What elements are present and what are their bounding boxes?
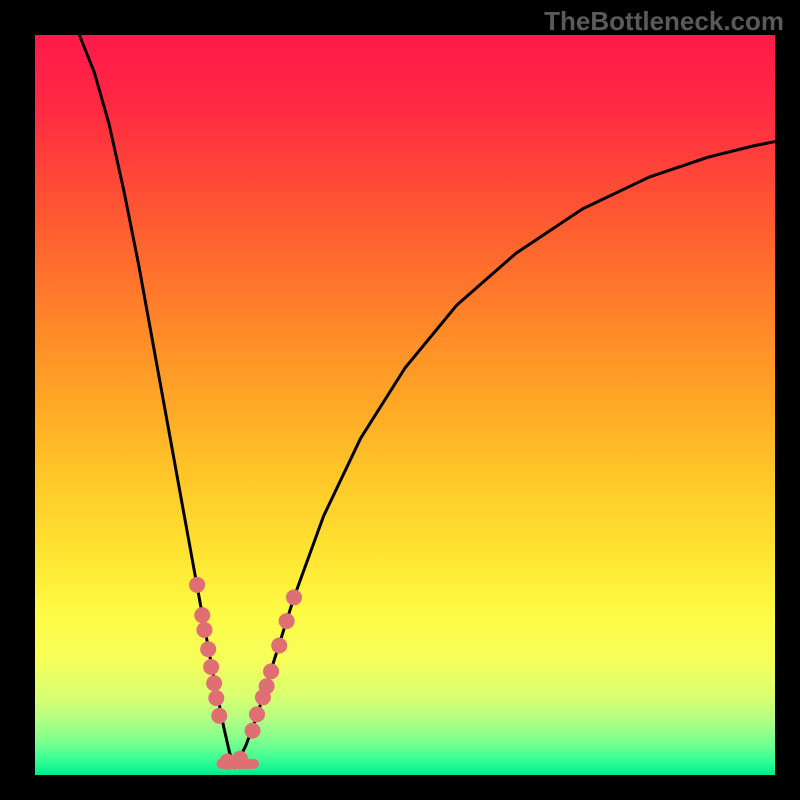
scatter-dot: [286, 589, 302, 605]
chart-svg: [0, 0, 800, 800]
scatter-dot: [206, 675, 222, 691]
scatter-dot: [259, 678, 275, 694]
scatter-dot: [211, 708, 227, 724]
plot-background: [35, 35, 775, 775]
chart-canvas: TheBottleneck.com: [0, 0, 800, 800]
scatter-dot: [219, 754, 235, 770]
scatter-dot: [271, 638, 287, 654]
scatter-dot: [249, 706, 265, 722]
scatter-dot: [263, 663, 279, 679]
scatter-dot: [200, 641, 216, 657]
scatter-dot: [245, 723, 261, 739]
scatter-dot: [203, 659, 219, 675]
scatter-dot: [189, 577, 205, 593]
scatter-dot: [279, 613, 295, 629]
scatter-dot: [196, 622, 212, 638]
scatter-dot: [194, 607, 210, 623]
watermark-text: TheBottleneck.com: [544, 6, 784, 37]
scatter-dot: [208, 690, 224, 706]
